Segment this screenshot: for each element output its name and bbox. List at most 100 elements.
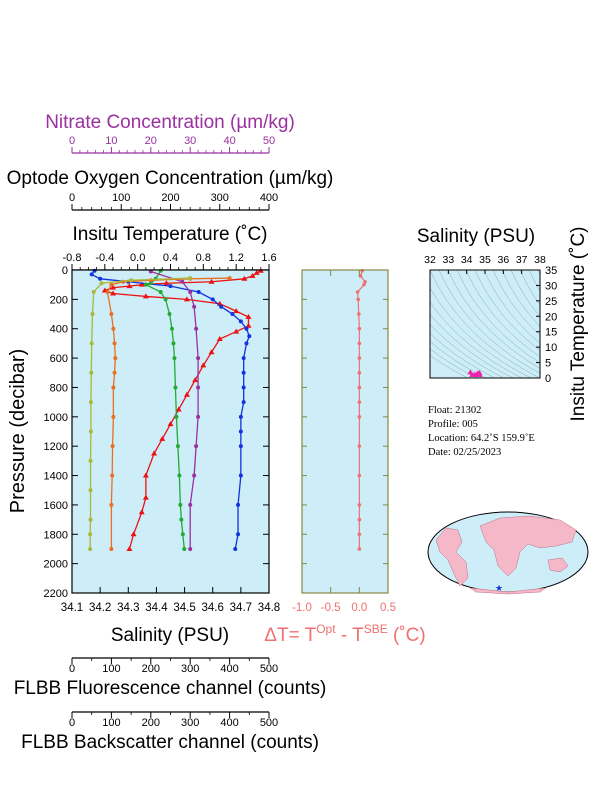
temperature-axis-tick-label: 0.0 (130, 252, 145, 264)
pressure-tick-label: 200 (50, 294, 68, 306)
ts-ytick-label: 35 (545, 265, 557, 277)
ts-diagram-panel (430, 270, 540, 378)
salinity-point (241, 385, 246, 390)
oxygen-axis: 0 100 200 300 400 (69, 192, 278, 211)
backscatter-axis-tick-label: 100 (102, 717, 120, 729)
oxygen-axis-tick-label: 300 (211, 192, 229, 204)
dt-point (356, 297, 360, 302)
delta-t-panel (302, 270, 388, 593)
oxygen-point (173, 385, 178, 390)
dt-tick-label: 0.5 (380, 602, 396, 614)
dt-point (357, 385, 362, 390)
fluorescence-point (112, 341, 117, 346)
oxygen-point (169, 326, 174, 331)
temperature-point (151, 450, 158, 456)
salinity-axis: 34.1 34.2 34.3 34.4 34.5 34.6 34.7 34.8 (61, 587, 280, 614)
fluorescence-point (109, 502, 114, 507)
fluorescence-axis-tick-label: 100 (102, 663, 120, 675)
backscatter-point (88, 400, 93, 405)
dt-point (362, 282, 366, 287)
dt-point (357, 326, 362, 331)
temperature-point (208, 278, 215, 284)
ts-diagram-title: Salinity (PSU) (417, 226, 535, 247)
dt-point (355, 290, 360, 294)
temperature-point (175, 406, 182, 412)
nitrate-axis-tick-label: 40 (223, 135, 235, 147)
temperature-point (138, 509, 145, 515)
oxygen-point (158, 290, 163, 295)
density-contour (519, 270, 540, 306)
pressure-tick-label: 2000 (44, 559, 68, 571)
backscatter-point (99, 281, 104, 286)
temperature-point (183, 296, 190, 302)
world-map: ★ (427, 511, 589, 595)
oxygen-point (182, 546, 187, 551)
salinity-point (241, 400, 246, 405)
fluorescence-axis-tick-label: 300 (181, 663, 199, 675)
temperature-point (200, 362, 207, 368)
backscatter-point (88, 546, 93, 551)
density-contour (430, 323, 505, 378)
ts-xtick-label: 37 (516, 254, 528, 266)
ts-point (476, 372, 483, 377)
temperature-point (142, 472, 149, 478)
salinity-point (230, 312, 235, 317)
oxygen-point (178, 502, 183, 507)
oxygen-axis-tick-label: 0 (69, 192, 75, 204)
fluorescence-point (109, 546, 114, 551)
backscatter-point (89, 341, 94, 346)
nitrate-point (196, 385, 201, 390)
map-land-australia (547, 557, 569, 573)
fluorescence-point (110, 473, 115, 478)
backscatter-point (88, 458, 93, 463)
density-contour (438, 270, 540, 374)
temperature-point (138, 281, 145, 287)
density-contour (510, 270, 540, 317)
nitrate-point (192, 473, 197, 478)
temperature-point (126, 545, 133, 551)
fluorescence-point (105, 290, 110, 295)
nitrate-point (194, 444, 199, 449)
oxygen-point (172, 356, 177, 361)
temperature-point (253, 269, 260, 275)
temperature-point (130, 531, 137, 537)
salinity-tick-label: 34.1 (61, 602, 83, 614)
backscatter-axis-tick-label: 200 (142, 717, 160, 729)
dt-point (357, 473, 362, 478)
fluorescence-axis-tick-label: 400 (220, 663, 238, 675)
salinity-line (90, 270, 250, 550)
ts-ytick-label: 5 (545, 358, 551, 370)
fluorescence-point (227, 276, 232, 281)
oxygen-axis-title: Optode Oxygen Concentration (µm/kg) (7, 168, 334, 189)
oxygen-point (171, 341, 176, 346)
salinity-point (168, 284, 173, 289)
density-contour (501, 270, 540, 327)
salinity-point (244, 326, 249, 331)
backscatter-axis: 0 100 200 300 400 500 (69, 711, 278, 729)
ts-ytick-label: 0 (545, 373, 551, 385)
nitrate-point (192, 304, 197, 309)
salinity-point (238, 429, 243, 434)
temperature-point (192, 377, 199, 383)
pressure-tick-label: 800 (50, 382, 68, 394)
ts-xtick-label: 38 (534, 254, 546, 266)
delta-t-series (355, 268, 367, 551)
pressure-tick-label: 0 (62, 265, 68, 277)
backscatter-point (88, 517, 93, 522)
oxygen-point (180, 532, 185, 537)
dt-point (363, 279, 367, 284)
fluorescence-axis-title: FLBB Fluorescence channel (counts) (14, 678, 327, 699)
density-contour (447, 270, 540, 369)
nitrate-point (196, 414, 201, 419)
density-contour (430, 332, 496, 378)
map-land-antarctica (469, 587, 547, 595)
nitrate-axis-tick-label: 0 (69, 135, 75, 147)
density-contour (456, 270, 540, 364)
nitrate-axis-title: Nitrate Concentration (µm/kg) (45, 112, 295, 133)
backscatter-point (90, 312, 95, 317)
temperature-axis: -0.8 -0.4 0.0 0.4 0.8 1.2 1.6 (63, 252, 277, 271)
backscatter-point (91, 290, 96, 295)
oxygen-point (143, 282, 148, 287)
salinity-point (89, 272, 94, 277)
nitrate-point (194, 326, 199, 331)
